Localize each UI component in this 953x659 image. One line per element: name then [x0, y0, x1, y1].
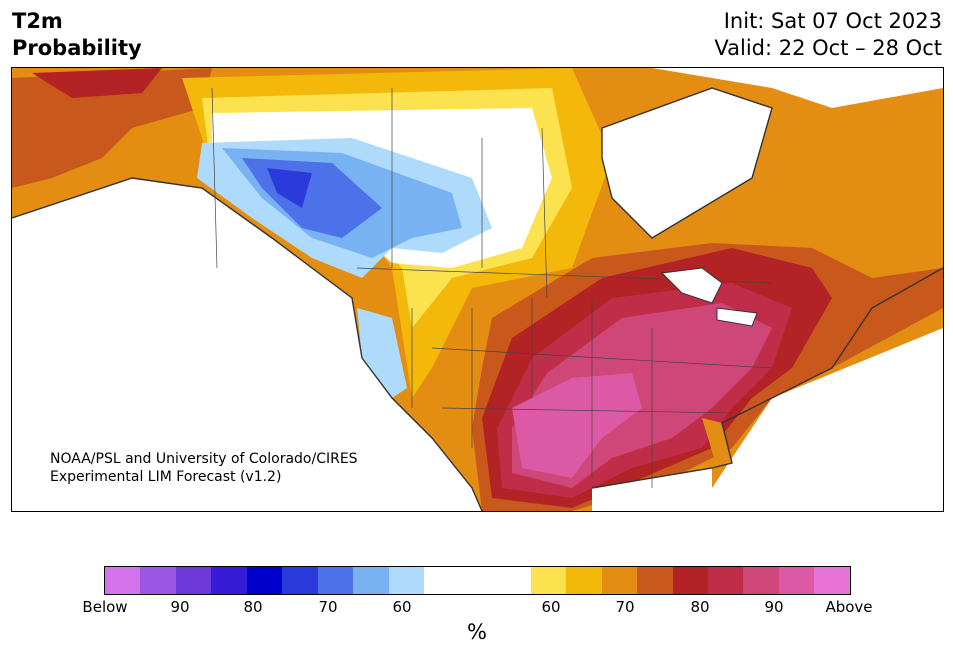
valid-date-range: Valid: 22 Oct – 28 Oct [714, 36, 942, 60]
below-segment-0 [105, 567, 141, 594]
colorbar-tick-label: Below [82, 598, 128, 616]
colorbar-unit: % [467, 620, 487, 644]
strongest-below-region [267, 168, 312, 208]
above-segment-8 [814, 567, 850, 594]
colorbar-tick-label: 90 [170, 598, 190, 616]
alaska-warm-region [12, 68, 212, 188]
map-title: T2m Probability [12, 8, 142, 62]
colorbar-tick-label: 70 [615, 598, 635, 616]
forecast-dates: Init: Sat 07 Oct 2023 Valid: 22 Oct – 28… [714, 8, 942, 62]
above-segment-7 [778, 567, 815, 594]
colorbar-tick-label: 60 [541, 598, 561, 616]
below-segment-8 [388, 567, 425, 594]
great-lakes-outline [660, 267, 758, 327]
colorbar [104, 566, 851, 595]
above-segment-3 [637, 567, 673, 594]
below-segment-5 [282, 567, 318, 594]
hudson-bay [602, 88, 772, 238]
below-segment-6 [317, 567, 354, 594]
variable-name: T2m [12, 9, 63, 33]
west-coast-below-region [357, 308, 407, 398]
colorbar-tick-label: 80 [690, 598, 710, 616]
credit-line-1: NOAA/PSL and University of Colorado/CIRE… [50, 451, 358, 467]
colorbar-tick-label: 90 [764, 598, 784, 616]
below-segment-3 [211, 567, 247, 594]
above-segment-5 [707, 567, 744, 594]
below-segment-7 [353, 567, 389, 594]
data-credit: NOAA/PSL and University of Colorado/CIRE… [50, 450, 358, 486]
colorbar-tick-label: Above [825, 598, 873, 616]
atlantic-ocean [712, 328, 943, 511]
colorbar-tick-label: 60 [392, 598, 412, 616]
above-segment-2 [601, 567, 638, 594]
coastlines [12, 87, 943, 511]
alaska-hot-region [32, 68, 162, 98]
above-segment-6 [743, 567, 779, 594]
colorbar-tick-label: 80 [243, 598, 263, 616]
neutral-segment [424, 567, 531, 594]
colorbar-tick-label: 70 [318, 598, 338, 616]
arctic-ocean [652, 68, 943, 108]
below-segment-1 [140, 567, 176, 594]
init-date: Init: Sat 07 Oct 2023 [723, 9, 942, 33]
map-canvas [12, 68, 943, 511]
max-region [512, 373, 642, 478]
florida [702, 418, 732, 468]
below-segment-2 [175, 567, 212, 594]
above-segment-0 [530, 567, 567, 594]
above-segment-1 [566, 567, 602, 594]
below-segment-4 [246, 567, 283, 594]
gulf-of-mexico [592, 468, 712, 511]
pacific-ocean [12, 178, 482, 511]
probability-map: NOAA/PSL and University of Colorado/CIRE… [11, 67, 944, 512]
above-segment-4 [672, 567, 708, 594]
field-name: Probability [12, 36, 142, 60]
credit-line-2: Experimental LIM Forecast (v1.2) [50, 469, 282, 485]
